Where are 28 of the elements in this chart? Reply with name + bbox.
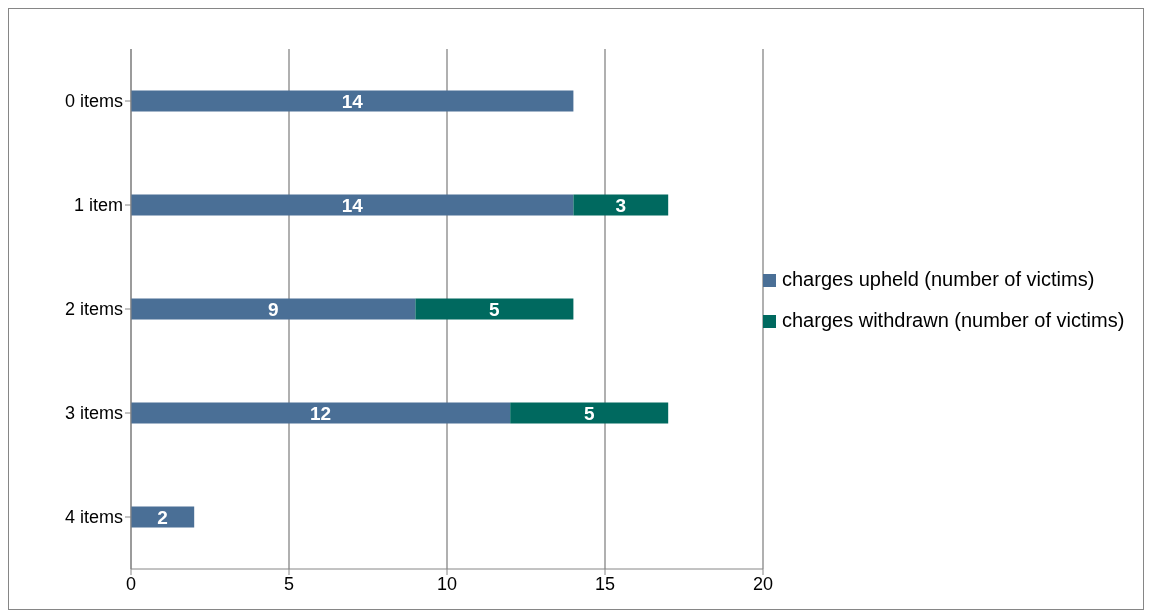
legend-label: charges withdrawn (number of victims)	[782, 309, 1125, 332]
y-tick-label: 3 items	[64, 403, 123, 424]
x-tick-label: 10	[436, 573, 458, 594]
y-tick-label: 1 item	[73, 195, 123, 216]
data-label: 5	[489, 298, 501, 320]
y-tick-label: 4 items	[64, 507, 123, 528]
data-label: 12	[310, 402, 332, 424]
bar	[131, 402, 511, 424]
bar	[131, 506, 195, 528]
data-label: 5	[583, 402, 595, 424]
bar	[131, 298, 416, 320]
legend-label: charges upheld (number of victims)	[782, 268, 1095, 291]
bar	[510, 402, 669, 424]
data-label: 3	[615, 194, 627, 216]
data-label: 14	[341, 90, 364, 112]
y-tick-label: 0 items	[64, 91, 123, 112]
data-label: 2	[157, 506, 168, 528]
bar	[131, 194, 574, 216]
data-label: 14	[341, 194, 364, 216]
y-tick-label: 2 items	[64, 299, 123, 320]
x-tick-label: 20	[752, 573, 774, 594]
bar	[573, 194, 669, 216]
x-tick-label: 15	[594, 573, 616, 594]
bar	[131, 90, 574, 112]
bar	[415, 298, 574, 320]
x-tick-label: 5	[283, 573, 295, 594]
x-tick-label: 0	[125, 573, 137, 594]
data-label: 9	[267, 298, 279, 320]
